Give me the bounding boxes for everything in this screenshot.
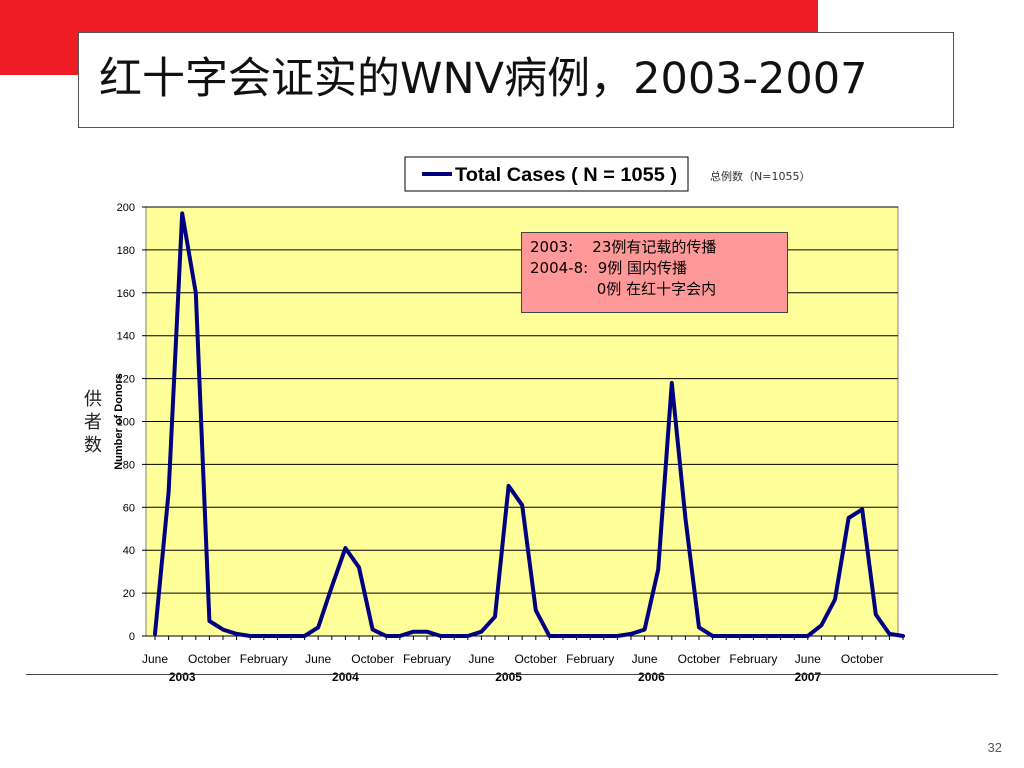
y-tick-label: 20: [123, 588, 135, 600]
bottom-divider: [26, 674, 998, 675]
total-cases-note: 总例数（N=1055）: [710, 170, 811, 183]
annotation-line: 2004-8: 9例 国内传播: [530, 259, 688, 277]
x-tick-label: February: [729, 652, 777, 666]
year-label: 2004: [332, 670, 359, 684]
y-tick-label: 40: [123, 545, 135, 557]
y-tick-label: 80: [123, 459, 135, 471]
title-box: 红十字会证实的WNV病例，2003-2007: [78, 32, 954, 128]
x-tick-label: June: [468, 652, 494, 666]
x-tick-label: October: [351, 652, 394, 666]
y-tick-label: 0: [129, 631, 135, 643]
y-tick-label: 100: [117, 417, 135, 429]
legend-box: [404, 156, 689, 192]
annotation-line: 2003: 23例有记载的传播: [530, 238, 717, 256]
y-tick-label: 160: [117, 288, 135, 300]
y-tick-label: 200: [117, 202, 135, 214]
year-label: 2007: [794, 670, 821, 684]
x-tick-label: February: [566, 652, 614, 666]
x-tick-label: June: [795, 652, 821, 666]
y-tick-label: 60: [123, 502, 135, 514]
x-tick-label: February: [403, 652, 451, 666]
year-label: 2005: [495, 670, 522, 684]
y-tick-label: 180: [117, 245, 135, 257]
y-axis-label: Number of Donors: [113, 373, 125, 470]
page-number: 32: [987, 740, 1002, 755]
y-tick-label: 120: [117, 374, 135, 386]
y-tick-label: 140: [117, 331, 135, 343]
x-tick-label: October: [841, 652, 884, 666]
year-label: 2003: [169, 670, 196, 684]
side-axis-label: 供者数: [84, 389, 102, 456]
x-tick-label: October: [514, 652, 557, 666]
slide-title: 红十字会证实的WNV病例，2003-2007: [99, 54, 868, 104]
legend-label: Total Cases ( N = 1055 ): [455, 165, 677, 186]
x-tick-label: October: [678, 652, 721, 666]
x-tick-label: June: [305, 652, 331, 666]
annotation-line: 0例 在红十字会内: [530, 280, 717, 298]
x-tick-label: February: [240, 652, 288, 666]
x-tick-label: June: [632, 652, 658, 666]
annotation-box: 2003: 23例有记载的传播 2004-8: 9例 国内传播 0例 在红十字会…: [521, 232, 788, 313]
series-line: [153, 211, 905, 638]
year-label: 2006: [638, 670, 665, 684]
x-tick-label: June: [142, 652, 168, 666]
x-tick-label: October: [188, 652, 231, 666]
